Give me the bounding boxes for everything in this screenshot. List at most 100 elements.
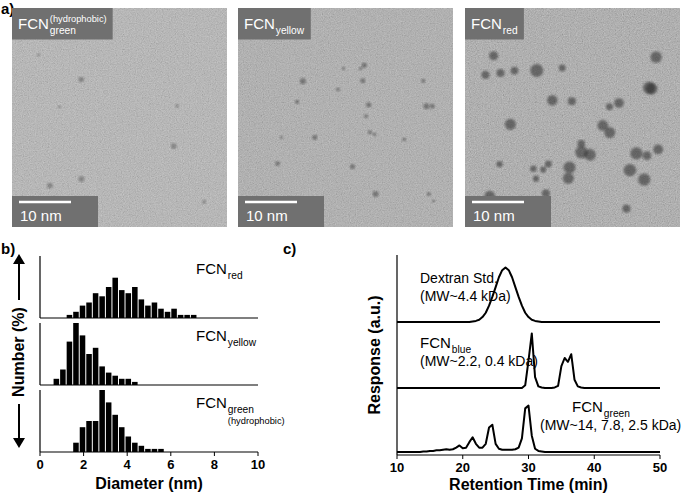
series-group — [397, 267, 660, 322]
x-tick — [397, 455, 398, 459]
particle — [624, 164, 637, 177]
particle — [496, 69, 504, 77]
particle — [373, 133, 377, 137]
particle — [653, 145, 663, 155]
particle — [643, 151, 652, 160]
series-label: FCNblue — [420, 334, 471, 355]
x-axis — [40, 317, 258, 318]
particle — [563, 173, 574, 184]
bar — [119, 379, 125, 385]
tem-image: FCNyellow 10 nm — [238, 8, 453, 227]
scale-bar-label: 10 nm — [246, 207, 288, 224]
series-label: Dextran Std. — [420, 270, 498, 286]
bar — [80, 335, 86, 385]
bar — [132, 443, 138, 452]
label-sub: yellow — [228, 337, 257, 348]
bar — [106, 287, 112, 318]
label-sub: red — [503, 25, 518, 36]
tem-image: FCNgreen(hydrophobic)10 nm — [12, 8, 227, 227]
x-tick-label: 6 — [167, 457, 174, 472]
bar — [145, 306, 151, 318]
image-background — [238, 8, 453, 227]
panel-label: c) — [283, 240, 296, 257]
bar — [112, 415, 118, 452]
particle — [568, 97, 576, 105]
label-base: FCN — [572, 398, 603, 415]
particle — [481, 71, 489, 79]
x-tick — [83, 452, 84, 456]
x-tick — [127, 452, 128, 456]
line — [397, 267, 660, 322]
bar — [99, 390, 105, 452]
particle — [275, 161, 280, 166]
x-tick-label: 40 — [587, 460, 601, 475]
particle — [364, 114, 368, 118]
series-label: FCNred — [196, 260, 243, 281]
x-tick-label: 10 — [251, 457, 265, 472]
particle — [511, 67, 519, 75]
x-axis-title: Diameter (nm) — [95, 475, 203, 492]
particle — [564, 161, 576, 173]
x-tick-label: 4 — [124, 457, 132, 472]
particle — [530, 64, 543, 77]
x-tick-label: 30 — [521, 460, 535, 475]
label-base: FCN — [196, 260, 227, 277]
particle — [614, 98, 624, 108]
particle — [366, 102, 371, 107]
particle — [280, 136, 283, 139]
label-sub: green — [228, 404, 254, 415]
x-tick — [40, 452, 41, 456]
bar — [132, 287, 138, 318]
line — [397, 333, 660, 388]
particle — [559, 65, 566, 72]
series-label: FCNyellow — [244, 15, 305, 36]
series-label: FCNgreen(hydrophobic) — [196, 394, 285, 426]
bar — [126, 437, 132, 453]
particle — [432, 199, 435, 202]
bar — [54, 379, 60, 385]
x-axis — [40, 451, 258, 452]
x-axis — [40, 384, 258, 385]
series-label: FCNgreen(hydrophobic) — [18, 14, 107, 35]
bar — [99, 366, 105, 385]
x-tick — [170, 452, 171, 456]
x-tick — [660, 455, 661, 459]
bar — [86, 354, 92, 385]
bar — [80, 306, 86, 318]
series-note: (MW~14, 7.8, 2.5 kDa) — [540, 417, 681, 433]
series-label: FCNyellow — [196, 327, 257, 348]
particle — [427, 192, 431, 196]
arrow-down — [18, 404, 20, 440]
y-axis — [39, 256, 40, 318]
particle — [423, 103, 429, 109]
bar — [112, 376, 118, 385]
y-axis — [39, 390, 40, 452]
bar — [93, 421, 99, 452]
particle — [202, 200, 206, 204]
arrow-up — [18, 262, 20, 300]
particle — [421, 79, 425, 83]
bar — [99, 296, 105, 318]
image-grain — [12, 8, 227, 227]
label-note: (hydrophobic) — [50, 14, 107, 24]
bar — [86, 303, 92, 319]
particle — [630, 147, 642, 159]
bar — [171, 309, 177, 318]
particle — [362, 63, 367, 68]
particle — [78, 176, 84, 182]
x-tick — [528, 455, 529, 459]
y-axis — [396, 255, 397, 455]
particle — [646, 83, 657, 94]
x-tick-label: 8 — [211, 457, 218, 472]
bar — [73, 323, 79, 385]
x-tick — [462, 455, 463, 459]
series-group — [397, 333, 660, 388]
series-note: (MW~4.4 kDa) — [420, 288, 511, 304]
particle — [360, 78, 365, 83]
particle — [342, 67, 345, 70]
bar — [67, 342, 73, 385]
scale-bar-label: 10 nm — [473, 207, 515, 224]
image-background — [12, 8, 227, 227]
image-grain — [465, 8, 680, 227]
bar — [86, 421, 92, 452]
